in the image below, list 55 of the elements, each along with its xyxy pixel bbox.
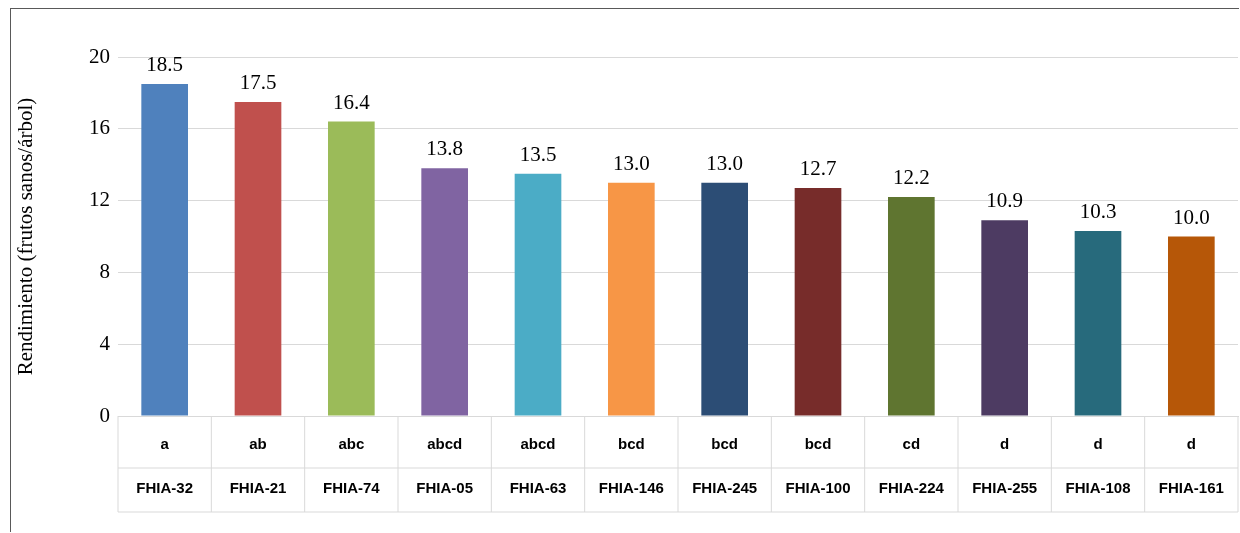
x-tick-label: FHIA-161 — [1158, 479, 1224, 497]
bar — [701, 182, 748, 416]
x-tick-label: FHIA-245 — [692, 479, 758, 497]
bar — [1074, 231, 1122, 416]
text: a — [160, 435, 170, 453]
y-tick-label: 16 — [89, 115, 110, 140]
bar — [981, 220, 1028, 416]
y-tick-label: 12 — [89, 187, 110, 212]
data-label: 12.7 — [799, 156, 837, 181]
text: d — [1093, 435, 1103, 453]
text: d — [1000, 435, 1010, 453]
x-tick-label: FHIA-32 — [136, 479, 194, 497]
x-tick-label: FHIA-21 — [229, 479, 287, 497]
data-label: 10.3 — [1079, 199, 1117, 224]
x-tick-label: FHIA-255 — [972, 479, 1038, 497]
bar — [888, 197, 935, 416]
text: bcd — [804, 435, 832, 453]
x-tick-label: FHIA-146 — [598, 479, 664, 497]
x-tick-label: FHIA-05 — [416, 479, 474, 497]
bar — [794, 188, 842, 416]
bar — [1168, 236, 1215, 416]
data-label: 13.5 — [519, 141, 557, 166]
bar — [421, 168, 468, 416]
x-tick-label: FHIA-74 — [322, 479, 381, 497]
data-label: 16.4 — [332, 89, 371, 114]
text: abcd — [520, 435, 556, 453]
y-tick-label: 0 — [99, 402, 110, 427]
bar — [234, 101, 282, 416]
text: abc — [338, 435, 365, 453]
text: bcd — [618, 435, 645, 453]
y-tick-label: 8 — [99, 258, 110, 283]
x-tick-label: FHIA-224 — [878, 479, 945, 497]
data-label: 13.8 — [426, 136, 464, 161]
text: bcd — [711, 435, 738, 453]
text: cd — [902, 435, 921, 453]
data-label: 12.2 — [892, 165, 930, 190]
bar — [141, 83, 188, 416]
data-label: 13.0 — [612, 150, 650, 175]
data-label: 17.5 — [239, 69, 277, 94]
text: d — [1186, 435, 1196, 453]
y-tick-label: 20 — [89, 43, 110, 68]
bar — [608, 182, 655, 416]
bar — [328, 121, 375, 416]
y-tick-label: 4 — [99, 330, 111, 355]
text: ab — [249, 435, 267, 453]
data-label: 18.5 — [146, 51, 184, 76]
y-axis-title: Rendimiento (frutos sanos/árbol) — [13, 97, 38, 376]
x-tick-label: FHIA-100 — [785, 479, 851, 497]
data-label: 10.9 — [986, 188, 1024, 213]
bar — [514, 173, 562, 416]
x-tick-label: FHIA-108 — [1065, 479, 1131, 497]
x-tick-label: FHIA-63 — [509, 479, 567, 497]
data-label: 13.0 — [706, 150, 744, 175]
data-label: 10.0 — [1172, 204, 1210, 229]
text: abcd — [427, 435, 463, 453]
